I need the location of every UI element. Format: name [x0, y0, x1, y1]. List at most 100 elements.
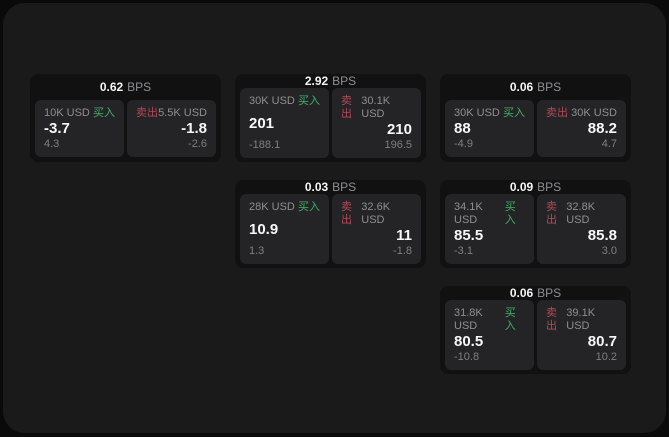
buy-quote-panel[interactable]: 30K USD 买入 88 -4.9 — [445, 100, 534, 157]
sell-delta: 10.2 — [595, 351, 617, 363]
quote-card: 0.06 BPS 30K USD 买入 88 -4.9 卖出 30K USD 8… — [440, 74, 631, 162]
sell-amount: 32.6K USD — [361, 201, 391, 226]
bps-unit-label: BPS — [537, 286, 562, 300]
buy-amount: 34.1K USD — [454, 201, 483, 226]
buy-quote-panel[interactable]: 31.8K USD 买入 80.5 -10.8 — [445, 300, 534, 370]
sell-delta: 3.0 — [601, 245, 617, 257]
spread-header: 2.92 BPS — [235, 74, 426, 88]
buy-quote-panel[interactable]: 10K USD 买入 -3.7 4.3 — [35, 100, 124, 157]
buy-tag: 买入 — [298, 201, 320, 213]
buy-delta: -188.1 — [249, 139, 281, 151]
spread-value: 0.09 — [509, 180, 534, 194]
buy-label-row: 28K USD 买入 — [249, 201, 320, 214]
buy-amount: 30K USD — [454, 107, 500, 119]
buy-amount: 10K USD — [44, 107, 90, 119]
buy-delta: 4.3 — [44, 138, 60, 150]
sell-quote-panel[interactable]: 卖出 5.5K USD -1.8 -2.6 — [127, 100, 216, 157]
buy-price: 85.5 — [454, 227, 484, 244]
sell-delta: -1.8 — [393, 245, 412, 257]
quote-card: 0.06 BPS 31.8K USD 买入 80.5 -10.8 卖出 39.1… — [440, 286, 631, 374]
sell-quote-panel[interactable]: 卖出 30K USD 88.2 4.7 — [537, 100, 626, 157]
sell-label-row: 卖出 30.1K USD — [341, 95, 412, 121]
buy-label-row: 34.1K USD 买入 — [454, 201, 525, 227]
sell-tag: 卖出 — [341, 201, 352, 226]
sell-price: 80.7 — [587, 333, 617, 350]
buy-tag: 买入 — [504, 201, 516, 226]
sell-label-row: 卖出 32.8K USD — [546, 201, 617, 227]
buy-quote-panel[interactable]: 28K USD 买入 10.9 1.3 — [240, 194, 329, 264]
sell-label-row: 卖出 30K USD — [546, 107, 617, 120]
sell-quote-panel[interactable]: 卖出 32.8K USD 85.8 3.0 — [537, 194, 626, 264]
quote-card: 0.03 BPS 28K USD 买入 10.9 1.3 卖出 32.6K US… — [235, 180, 426, 268]
sell-tag: 卖出 — [546, 201, 557, 226]
buy-label-row: 30K USD 买入 — [249, 95, 320, 108]
spread-header: 0.06 BPS — [440, 286, 631, 300]
bps-unit-label: BPS — [537, 80, 562, 94]
spread-value: 0.03 — [304, 180, 329, 194]
quote-card: 0.09 BPS 34.1K USD 买入 85.5 -3.1 卖出 32.8K… — [440, 180, 631, 268]
card-body: 31.8K USD 买入 80.5 -10.8 卖出 39.1K USD 80.… — [440, 300, 631, 375]
buy-delta: -3.1 — [454, 245, 473, 257]
sell-amount: 32.8K USD — [566, 201, 596, 226]
card-body: 30K USD 买入 201 -188.1 卖出 30.1K USD 210 1… — [235, 88, 426, 163]
buy-price: 88 — [454, 120, 471, 137]
sell-price: 88.2 — [587, 120, 617, 137]
sell-delta: 196.5 — [384, 139, 412, 151]
sell-price: 210 — [386, 121, 412, 138]
buy-tag: 买入 — [503, 107, 525, 119]
sell-tag: 卖出 — [136, 107, 158, 119]
sell-price: 11 — [396, 227, 412, 244]
spread-value: 0.62 — [99, 80, 124, 94]
buy-label-row: 10K USD 买入 — [44, 107, 115, 120]
buy-delta: -10.8 — [454, 351, 480, 363]
bps-unit-label: BPS — [332, 180, 357, 194]
spread-value: 0.06 — [509, 80, 534, 94]
buy-price: 10.9 — [249, 220, 279, 238]
buy-price: 80.5 — [454, 333, 484, 350]
sell-label-row: 卖出 5.5K USD — [136, 107, 207, 120]
quote-card: 2.92 BPS 30K USD 买入 201 -188.1 卖出 30.1K … — [235, 74, 426, 162]
bps-unit-label: BPS — [332, 74, 357, 88]
spread-value: 2.92 — [304, 74, 329, 88]
sell-label-row: 卖出 32.6K USD — [341, 201, 412, 227]
sell-delta: -2.6 — [188, 138, 207, 150]
spread-header: 0.09 BPS — [440, 180, 631, 194]
sell-label-row: 卖出 39.1K USD — [546, 307, 617, 333]
card-body: 28K USD 买入 10.9 1.3 卖出 32.6K USD 11 -1.8 — [235, 194, 426, 269]
sell-quote-panel[interactable]: 卖出 30.1K USD 210 196.5 — [332, 88, 421, 158]
bps-unit-label: BPS — [127, 80, 152, 94]
buy-tag: 买入 — [93, 107, 115, 119]
quote-cards-grid: 0.62 BPS 10K USD 买入 -3.7 4.3 卖出 5.5K USD… — [30, 74, 631, 374]
spread-header: 0.06 BPS — [440, 74, 631, 100]
sell-price: -1.8 — [181, 120, 207, 137]
buy-amount: 28K USD — [249, 201, 295, 213]
spread-header: 0.03 BPS — [235, 180, 426, 194]
buy-quote-panel[interactable]: 30K USD 买入 201 -188.1 — [240, 88, 329, 158]
buy-delta: -4.9 — [454, 138, 473, 150]
buy-quote-panel[interactable]: 34.1K USD 买入 85.5 -3.1 — [445, 194, 534, 264]
sell-amount: 5.5K USD — [158, 107, 207, 119]
sell-tag: 卖出 — [546, 107, 568, 119]
card-body: 34.1K USD 买入 85.5 -3.1 卖出 32.8K USD 85.8… — [440, 194, 631, 269]
sell-price: 85.8 — [587, 227, 617, 244]
sell-quote-panel[interactable]: 卖出 32.6K USD 11 -1.8 — [332, 194, 421, 264]
quote-card: 0.62 BPS 10K USD 买入 -3.7 4.3 卖出 5.5K USD… — [30, 74, 221, 162]
buy-amount: 31.8K USD — [454, 307, 483, 332]
buy-tag: 买入 — [298, 95, 320, 107]
buy-tag: 买入 — [504, 307, 516, 332]
sell-amount: 30.1K USD — [361, 95, 391, 120]
sell-amount: 39.1K USD — [566, 307, 596, 332]
card-body: 30K USD 买入 88 -4.9 卖出 30K USD 88.2 4.7 — [440, 100, 631, 162]
buy-delta: 1.3 — [249, 245, 265, 257]
buy-amount: 30K USD — [249, 95, 295, 107]
sell-tag: 卖出 — [341, 95, 352, 120]
bps-unit-label: BPS — [537, 180, 562, 194]
sell-quote-panel[interactable]: 卖出 39.1K USD 80.7 10.2 — [537, 300, 626, 370]
spread-header: 0.62 BPS — [30, 74, 221, 100]
card-body: 10K USD 买入 -3.7 4.3 卖出 5.5K USD -1.8 -2.… — [30, 100, 221, 162]
sell-amount: 30K USD — [571, 107, 617, 119]
sell-delta: 4.7 — [601, 138, 617, 150]
buy-label-row: 30K USD 买入 — [454, 107, 525, 120]
spread-value: 0.06 — [509, 286, 534, 300]
buy-price: 201 — [249, 114, 275, 132]
